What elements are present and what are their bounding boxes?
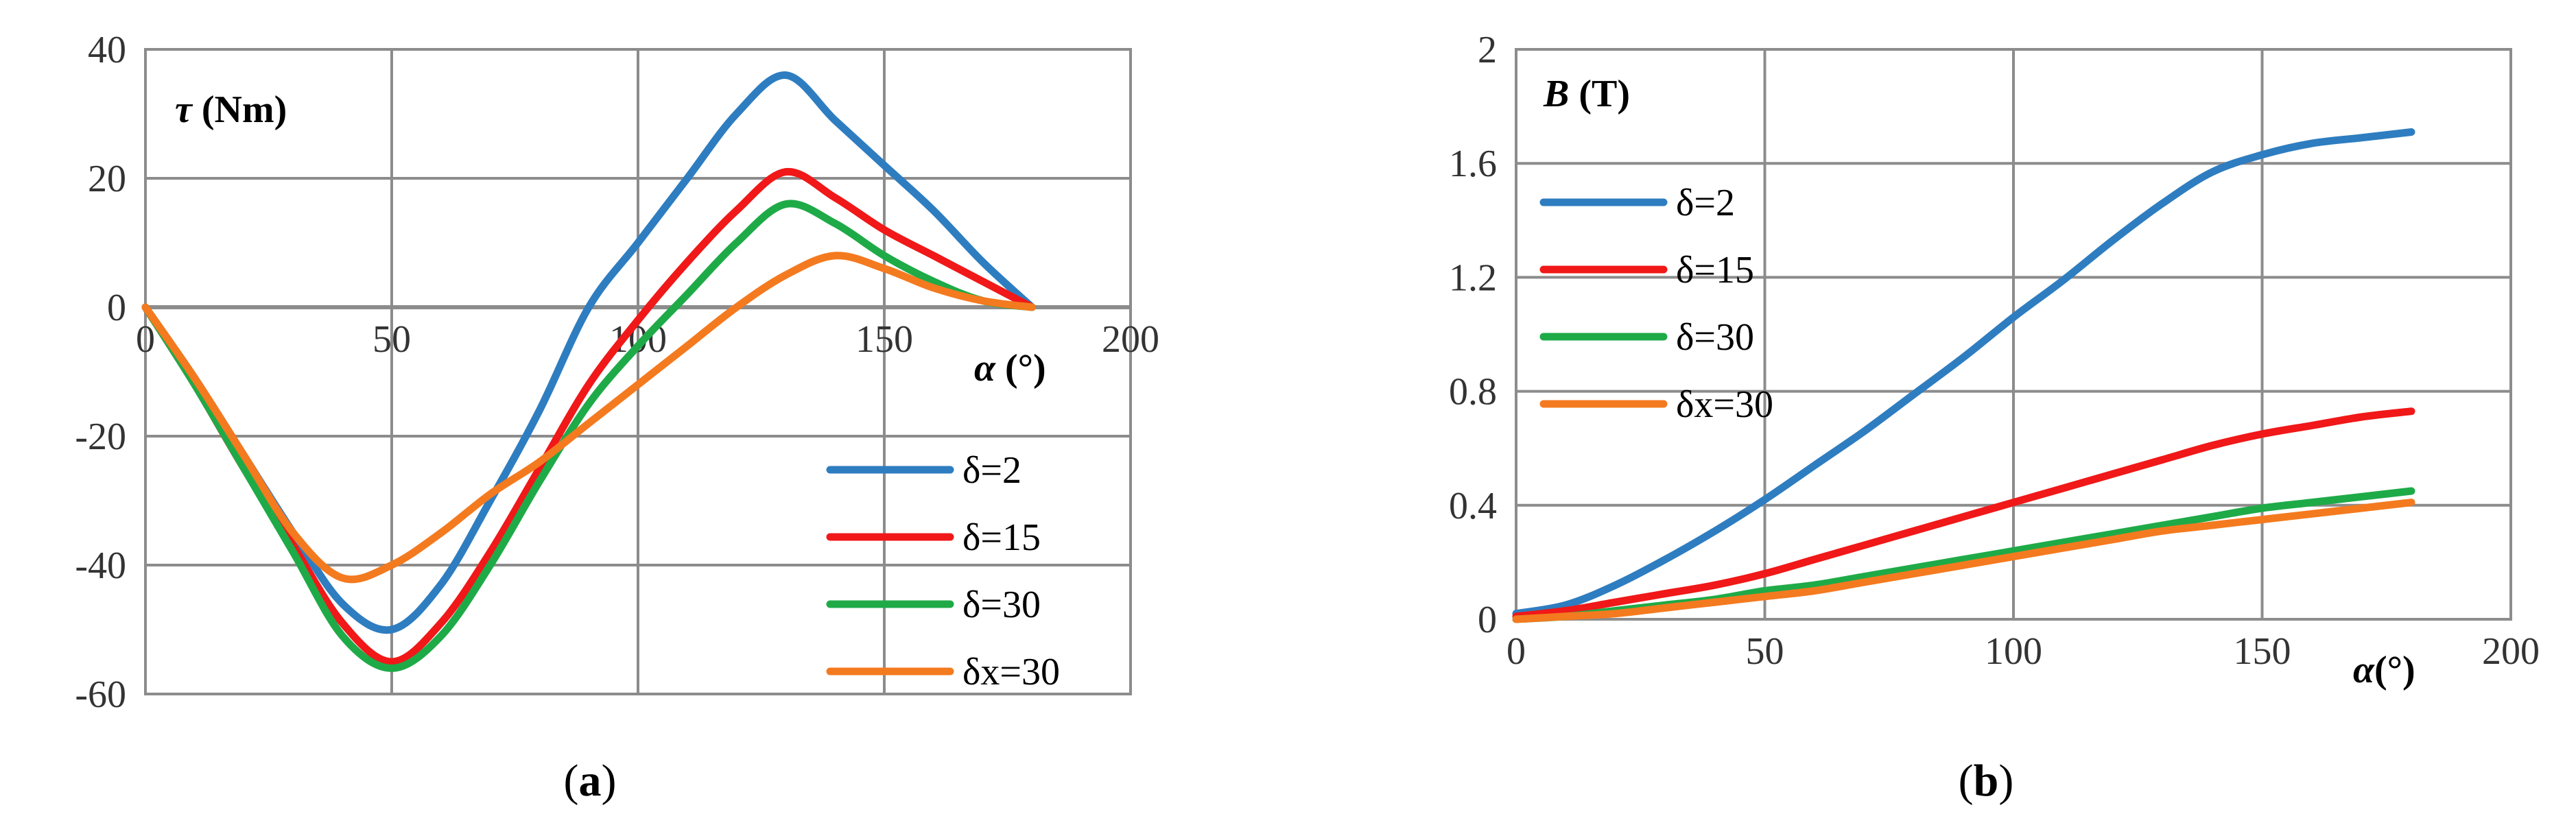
y-tick-label-a: 20: [88, 158, 126, 200]
series-line-a-4: [141, 252, 1036, 584]
y-tick-label-b: 0: [1478, 599, 1497, 641]
y-tick-label-a: 40: [88, 29, 126, 71]
legend-label-a-3: δ=30: [962, 584, 1041, 626]
y-tick-label-a: -20: [75, 416, 126, 458]
legend-label-a-1: δ=2: [962, 449, 1021, 492]
legend-label-b-2: δ=15: [1676, 249, 1754, 291]
x-tick-label-a: 50: [373, 318, 411, 361]
legend-label-a-2: δ=15: [962, 516, 1041, 559]
y-tick-label-a: -60: [75, 673, 126, 716]
x-tick-label-b: 150: [2234, 630, 2291, 673]
x-tick-label-a: 0: [136, 318, 155, 361]
legend-a: δ=2 δ=15 δ=30 δx=30: [826, 449, 1060, 693]
y-tick-label-b: 1.2: [1449, 256, 1497, 299]
series-line-b-4: [1512, 499, 2415, 623]
y-tick-label-b: 1.6: [1449, 143, 1497, 185]
legend-label-b-1: δ=2: [1676, 182, 1735, 224]
x-tick-label-b: 100: [1985, 630, 2042, 673]
y-axis-label-a: τ (Nm): [175, 88, 287, 131]
series-line-b-2: [1512, 407, 2415, 621]
y-tick-label-a: 0: [107, 287, 126, 329]
legend-b: δ=2 δ=15 δ=30 δx=30: [1539, 182, 1773, 426]
legend-label-b-3: δ=30: [1676, 316, 1754, 359]
y-tick-label-b: 2: [1478, 29, 1497, 71]
y-axis-label-b: B (T): [1543, 73, 1630, 115]
x-axis-label-a: α (°): [974, 347, 1046, 390]
panel-caption-b: (b): [1959, 756, 2014, 806]
legend-label-b-4: δx=30: [1676, 383, 1773, 426]
x-axis-label-b: α(°): [2353, 649, 2415, 691]
x-tick-label-a: 200: [1102, 318, 1159, 361]
series-line-b-1: [1512, 128, 2415, 618]
x-tick-label-a: 150: [855, 318, 913, 361]
y-tick-label-b: 0.4: [1449, 485, 1497, 527]
legend-label-a-4: δx=30: [962, 651, 1060, 693]
x-tick-label-b: 200: [2482, 630, 2540, 673]
y-tick-label-b: 0.8: [1449, 371, 1497, 414]
panel-caption-a: (a): [564, 756, 617, 806]
x-tick-label-b: 50: [1746, 630, 1784, 673]
x-tick-label-b: 0: [1506, 630, 1526, 673]
y-tick-label-a: -40: [75, 545, 126, 587]
